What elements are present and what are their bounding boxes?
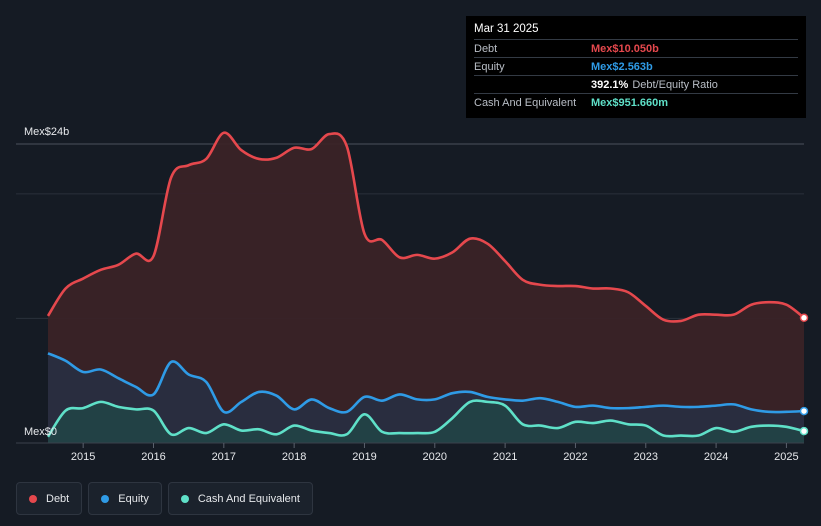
- legend-item-cash[interactable]: Cash And Equivalent: [167, 482, 313, 515]
- series-areas: [48, 132, 804, 444]
- tooltip-row-equity: Equity Mex$2.563b: [474, 57, 798, 75]
- cash-line: [46, 399, 805, 438]
- end-markers: [799, 313, 809, 436]
- equity-dot-icon: [101, 494, 110, 503]
- tooltip-value: Mex$951.660m: [591, 96, 669, 109]
- tooltip-panel: Mar 31 2025 Debt Mex$10.050b Equity Mex$…: [466, 16, 806, 118]
- y-axis-top-label: Mex$24b: [24, 126, 69, 138]
- cash-end-marker: [799, 426, 809, 436]
- cash-dot-icon: [180, 494, 189, 503]
- x-axis-ticks: 2015 2016 2017 2018 2019 2020 2021 2022 2023 2024…: [16, 442, 804, 463]
- x-tick-label: 2025: [774, 451, 798, 463]
- debt-area: [48, 132, 804, 444]
- tooltip-date: Mar 31 2025: [474, 23, 539, 35]
- tooltip-extra: Debt/Equity Ratio: [632, 78, 718, 91]
- legend-label: Equity: [118, 492, 149, 505]
- debt-dot-icon: [29, 494, 37, 503]
- equity-end-marker: [799, 406, 809, 416]
- x-tick-label: 2022: [563, 451, 587, 463]
- tooltip-row-debt: Debt Mex$10.050b: [474, 39, 798, 57]
- x-tick-label: 2023: [634, 451, 658, 463]
- tooltip-label: Cash And Equivalent: [474, 96, 577, 109]
- debt-line: [46, 131, 805, 323]
- series-lines: [46, 131, 805, 438]
- tooltip-label: Equity: [474, 60, 505, 73]
- legend: Debt Equity Cash And Equivalent: [16, 482, 313, 515]
- x-tick-label: 2015: [71, 451, 95, 463]
- debt-end-marker: [799, 313, 809, 323]
- equity-line: [47, 352, 805, 414]
- x-tick-label: 2020: [423, 451, 447, 463]
- x-tick-label: 2019: [352, 451, 376, 463]
- cash-area: [48, 400, 804, 443]
- legend-label: Cash And Equivalent: [197, 492, 300, 505]
- tooltip-label: Debt: [474, 42, 498, 55]
- x-tick-label: 2018: [282, 451, 306, 463]
- legend-item-equity[interactable]: Equity: [88, 482, 162, 515]
- tooltip-value: Mex$10.050b: [591, 42, 659, 55]
- tooltip-value: Mex$2.563b: [591, 60, 653, 73]
- legend-label: Debt: [46, 492, 70, 505]
- legend-item-debt[interactable]: Debt: [16, 482, 83, 515]
- x-tick-label: 2024: [704, 451, 728, 463]
- y-axis-bottom-label: Mex$0: [24, 426, 57, 438]
- tooltip-row-cash: Cash And Equivalent Mex$951.660m: [474, 93, 798, 111]
- tooltip-row-ratio: 392.1% Debt/Equity Ratio: [474, 75, 798, 93]
- x-tick-label: 2017: [212, 451, 236, 463]
- x-tick-label: 2021: [493, 451, 517, 463]
- x-tick-label: 2016: [141, 451, 165, 463]
- tooltip-value: 392.1%: [591, 78, 629, 91]
